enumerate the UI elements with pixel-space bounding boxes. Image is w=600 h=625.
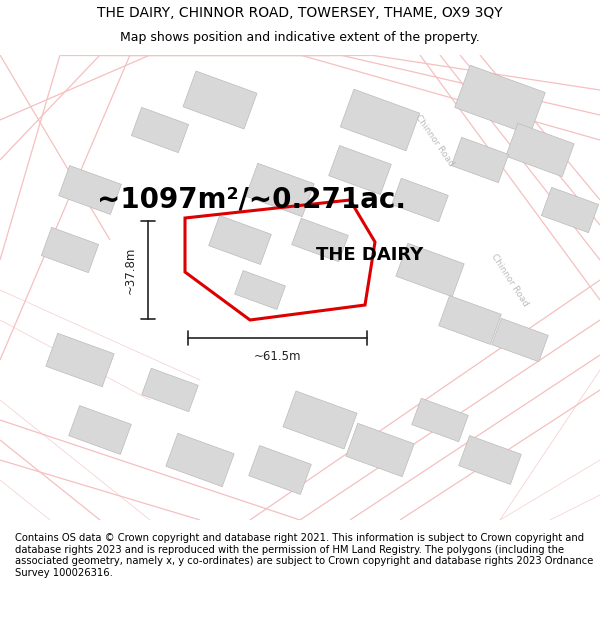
Polygon shape [142, 368, 198, 412]
Polygon shape [246, 163, 314, 217]
Polygon shape [131, 107, 188, 152]
Text: Map shows position and indicative extent of the property.: Map shows position and indicative extent… [120, 31, 480, 44]
Polygon shape [59, 166, 121, 214]
Polygon shape [235, 271, 286, 309]
Polygon shape [458, 436, 521, 484]
Polygon shape [492, 318, 548, 362]
Text: Chinnor Road: Chinnor Road [414, 112, 456, 168]
Text: THE DAIRY: THE DAIRY [316, 246, 424, 264]
Text: Contains OS data © Crown copyright and database right 2021. This information is : Contains OS data © Crown copyright and d… [15, 533, 593, 578]
Text: THE DAIRY, CHINNOR ROAD, TOWERSEY, THAME, OX9 3QY: THE DAIRY, CHINNOR ROAD, TOWERSEY, THAME… [97, 6, 503, 20]
Polygon shape [283, 391, 357, 449]
Text: ~1097m²/~0.271ac.: ~1097m²/~0.271ac. [97, 186, 407, 214]
Text: ~37.8m: ~37.8m [124, 246, 137, 294]
Polygon shape [346, 423, 414, 477]
Polygon shape [166, 433, 234, 487]
Polygon shape [183, 71, 257, 129]
Polygon shape [248, 446, 311, 494]
Polygon shape [541, 188, 599, 232]
Polygon shape [412, 398, 468, 442]
Polygon shape [506, 123, 574, 177]
Polygon shape [451, 138, 509, 182]
Polygon shape [329, 146, 391, 194]
Polygon shape [396, 243, 464, 297]
Polygon shape [46, 333, 114, 387]
Text: ~61.5m: ~61.5m [254, 349, 301, 362]
Polygon shape [41, 228, 98, 272]
Polygon shape [292, 218, 348, 262]
Polygon shape [209, 216, 271, 264]
Polygon shape [455, 65, 545, 135]
Polygon shape [439, 296, 502, 344]
Polygon shape [340, 89, 420, 151]
Polygon shape [392, 178, 448, 222]
Text: Chinnor Road: Chinnor Road [490, 252, 530, 308]
Polygon shape [68, 406, 131, 454]
